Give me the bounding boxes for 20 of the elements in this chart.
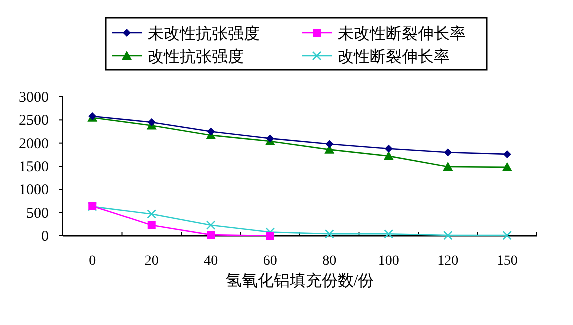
- y-tick-label: 500: [26, 206, 49, 222]
- x-tick-label: 20: [144, 254, 159, 269]
- x-tick-label: 40: [204, 254, 218, 269]
- legend-label: 改性抗张强度: [148, 48, 244, 66]
- y-tick-label: 1500: [19, 160, 49, 176]
- x-axis-title: 氢氧化铝填充份数/份: [226, 272, 374, 290]
- y-tick-label: 3000: [19, 90, 49, 106]
- x-tick-label: 0: [89, 254, 96, 269]
- y-tick-label: 0: [42, 229, 49, 245]
- x-tick-label: 100: [378, 254, 400, 269]
- x-tick-label: 120: [438, 254, 459, 269]
- legend-label: 未改性抗张强度: [148, 25, 260, 43]
- y-tick-label: 2500: [19, 113, 49, 130]
- x-tick-label: 150: [496, 254, 518, 269]
- legend-label: 改性断裂伸长率: [338, 48, 450, 66]
- legend-label: 未改性断裂伸长率: [338, 25, 466, 43]
- x-tick-label: 60: [263, 254, 278, 269]
- y-tick-label: 1000: [19, 182, 49, 199]
- x-tick-label: 80: [322, 254, 337, 269]
- y-tick-label: 2000: [19, 136, 49, 152]
